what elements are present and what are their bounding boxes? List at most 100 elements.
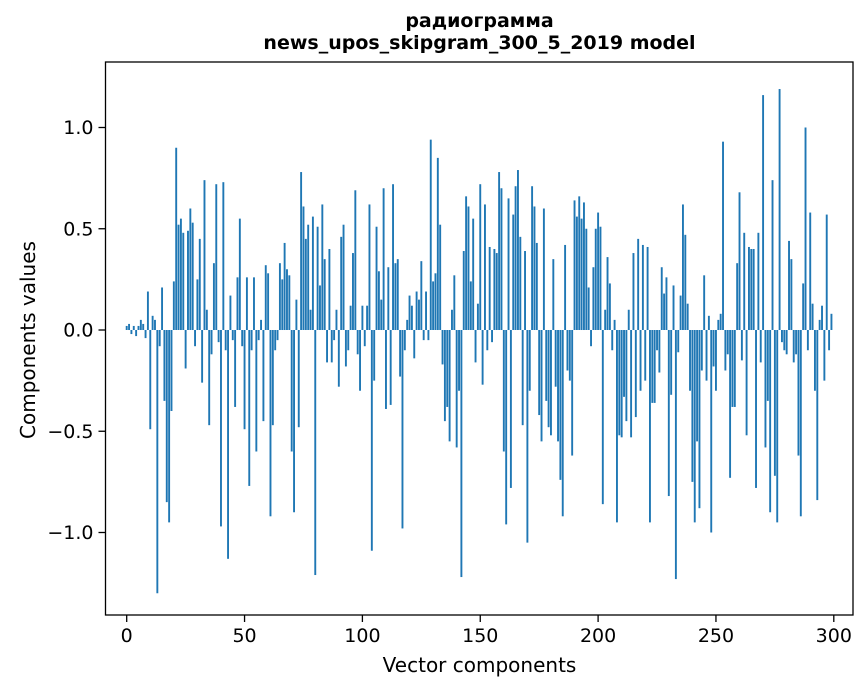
bar: [580, 218, 583, 331]
bar: [243, 330, 246, 430]
bar: [408, 295, 411, 330]
bar: [585, 228, 588, 330]
bar: [373, 330, 376, 381]
bar: [139, 319, 142, 331]
bar: [724, 330, 727, 371]
bar: [578, 196, 581, 330]
bar: [446, 330, 449, 407]
bar: [375, 226, 378, 330]
bar: [493, 249, 496, 330]
bar: [248, 330, 251, 486]
bar: [816, 330, 819, 501]
bar: [526, 330, 529, 543]
bar: [274, 330, 277, 351]
bar: [340, 236, 343, 330]
bar: [368, 204, 371, 330]
bar: [743, 232, 746, 330]
bar: [606, 257, 609, 330]
bar: [554, 330, 557, 387]
bar: [179, 218, 182, 331]
bar: [234, 330, 237, 407]
bar: [354, 190, 357, 330]
bar: [245, 277, 248, 330]
bar: [154, 319, 156, 331]
bar: [550, 330, 552, 436]
bar: [545, 330, 548, 401]
bar: [620, 330, 623, 438]
bar: [429, 139, 432, 330]
bar: [396, 259, 399, 331]
bar: [689, 330, 691, 391]
bar: [194, 330, 196, 347]
bar: [691, 330, 694, 482]
bar: [307, 224, 310, 330]
bar: [458, 330, 460, 391]
bar: [750, 249, 753, 330]
bar: [705, 330, 708, 381]
bar: [290, 330, 293, 452]
bar: [260, 319, 262, 331]
bar: [623, 330, 625, 397]
bar: [201, 330, 204, 383]
bar: [203, 180, 206, 330]
bar: [656, 330, 658, 351]
bar: [144, 330, 147, 339]
bar: [250, 330, 253, 351]
bar: [637, 238, 640, 331]
bar: [165, 330, 168, 503]
bar: [410, 305, 413, 330]
bar: [392, 184, 394, 330]
bar: [300, 172, 303, 330]
bar: [667, 330, 670, 497]
bar: [267, 273, 270, 330]
bar: [335, 309, 338, 330]
bar: [674, 330, 677, 580]
bar: [316, 226, 319, 330]
bar: [502, 330, 505, 452]
bar: [528, 330, 531, 391]
bar: [764, 330, 767, 448]
bar: [224, 330, 227, 351]
bar: [498, 172, 501, 330]
bar: [236, 277, 239, 330]
bar: [302, 206, 305, 330]
bar: [286, 269, 288, 330]
bar: [495, 253, 498, 330]
bar: [184, 330, 187, 369]
y-tick-label: 0.0: [63, 320, 93, 342]
bar: [531, 186, 534, 330]
bar: [533, 206, 536, 330]
bar: [189, 208, 192, 330]
bar: [222, 182, 225, 330]
bar: [632, 253, 635, 330]
bar: [590, 330, 592, 347]
bar: [592, 267, 595, 330]
x-tick-label: 200: [580, 625, 616, 647]
bar: [491, 330, 493, 343]
bar: [766, 330, 769, 401]
bar: [323, 259, 326, 331]
bar: [575, 216, 578, 330]
bar: [356, 330, 359, 355]
bar: [175, 147, 178, 330]
bar: [401, 330, 404, 529]
bar: [276, 330, 279, 341]
bar: [505, 330, 508, 525]
bar: [366, 305, 369, 330]
bar: [573, 200, 576, 330]
bar: [755, 330, 757, 488]
bar: [220, 330, 222, 527]
bar: [321, 204, 324, 330]
bar: [611, 330, 614, 351]
bar: [646, 246, 649, 330]
bar: [514, 186, 517, 330]
bar: [802, 283, 805, 331]
bar: [830, 313, 833, 330]
y-axis-label: Components values: [16, 241, 40, 439]
bar: [769, 330, 772, 513]
bar: [804, 127, 807, 330]
bar: [281, 279, 284, 331]
bar: [722, 141, 724, 330]
chart-title-line1: радиограмма: [405, 10, 554, 32]
